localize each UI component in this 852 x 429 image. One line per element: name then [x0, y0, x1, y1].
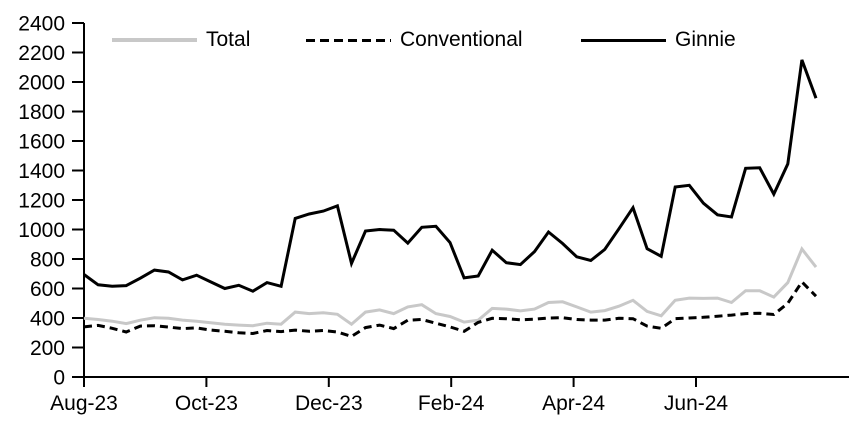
legend-line-sample-total	[112, 38, 197, 42]
y-tick-label: 400	[30, 308, 65, 331]
y-tick-label: 1200	[18, 190, 65, 213]
legend-label-conventional: Conventional	[400, 28, 523, 51]
y-tick-label: 1600	[18, 131, 65, 154]
legend-line-sample-conventional	[306, 38, 391, 42]
series-total-line	[83, 246, 818, 328]
series-ginnie-line	[83, 59, 818, 293]
legend-line-sample-ginnie	[581, 38, 666, 42]
legend-item-ginnie: Ginnie	[581, 27, 736, 53]
y-tick-label: 200	[30, 337, 65, 360]
y-tick-label: 1400	[18, 160, 65, 183]
y-tick-label: 2200	[18, 42, 65, 65]
x-tick-label: Dec-23	[295, 392, 363, 415]
y-tick-label: 2000	[18, 72, 65, 95]
legend-item-total: Total	[112, 27, 250, 53]
y-tick-label: 600	[30, 278, 65, 301]
x-tick-label: Feb-24	[418, 392, 485, 415]
y-tick-label: 2400	[18, 13, 65, 36]
y-tick-label: 800	[30, 249, 65, 272]
y-tick-label: 0	[53, 367, 65, 390]
series-conventional-line	[83, 279, 818, 339]
legend-item-conventional: Conventional	[306, 27, 523, 53]
x-tick-label: Jun-24	[664, 392, 729, 415]
x-tick-label: Aug-23	[50, 392, 118, 415]
x-tick-label: Apr-24	[542, 392, 605, 415]
y-tick-label: 1000	[18, 219, 65, 242]
legend-label-ginnie: Ginnie	[675, 28, 736, 51]
x-tick-label: Oct-23	[175, 392, 238, 415]
legend-label-total: Total	[206, 28, 251, 51]
y-tick-label: 1800	[18, 101, 65, 124]
